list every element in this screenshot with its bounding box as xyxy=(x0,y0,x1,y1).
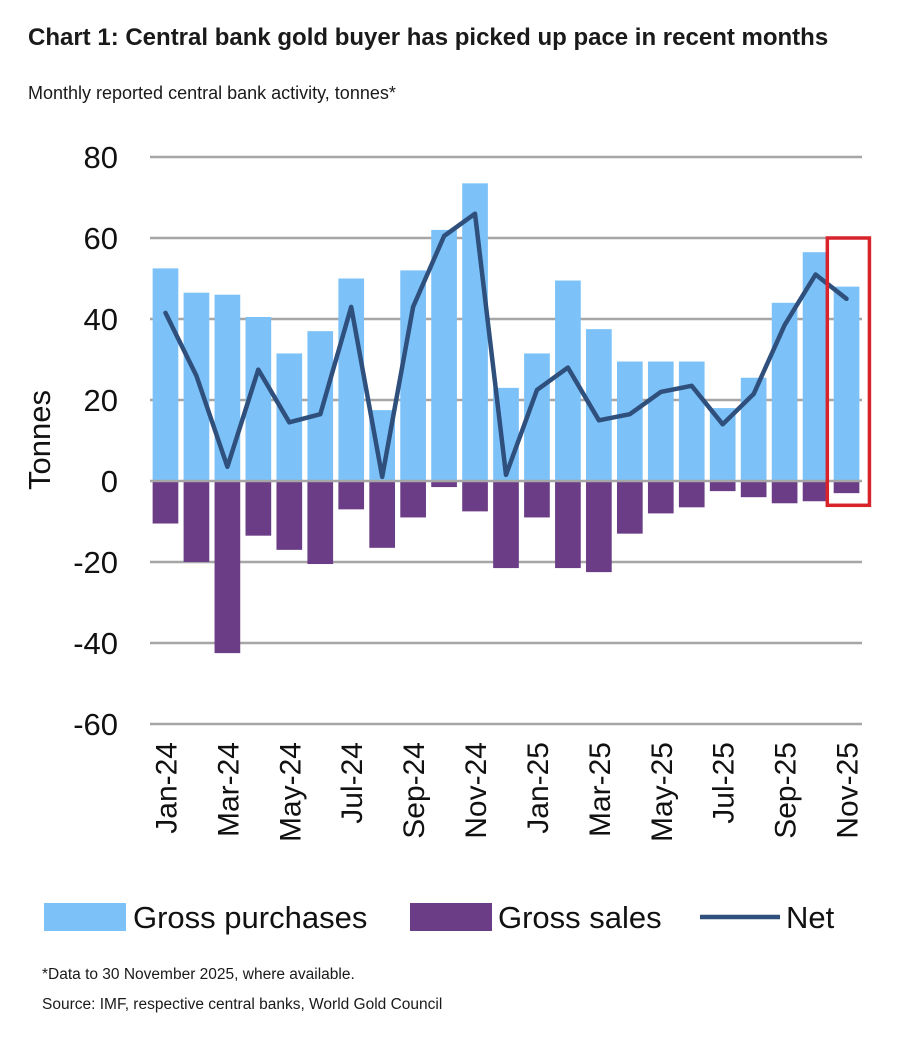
sales-bar xyxy=(214,481,241,654)
purchase-bar xyxy=(214,294,241,481)
purchase-bar xyxy=(152,268,179,481)
sales-bar xyxy=(245,481,272,536)
y-axis-ticks: 80 60 40 20 0 -20 -40 -60 xyxy=(73,140,118,742)
y-tick-label: 60 xyxy=(84,221,118,256)
sales-bar xyxy=(338,481,365,510)
sales-bar xyxy=(431,481,457,488)
legend-label-purchases: Gross purchases xyxy=(133,900,367,935)
x-tick-label: Nov-24 xyxy=(460,742,493,839)
y-axis-label: Tonnes xyxy=(22,390,57,490)
sales-bar xyxy=(524,481,550,518)
y-tick-label: -40 xyxy=(73,626,118,661)
sales-bar xyxy=(771,481,798,504)
purchase-bar xyxy=(276,353,303,481)
sales-bar xyxy=(555,481,581,569)
highlight-box xyxy=(825,236,872,508)
sales-bar xyxy=(369,481,396,548)
legend-swatch-sales xyxy=(410,903,492,931)
x-tick-label: May-25 xyxy=(646,742,679,842)
x-tick-label: Sep-24 xyxy=(398,742,431,839)
bars xyxy=(152,183,860,654)
x-tick-label: Mar-25 xyxy=(584,742,617,837)
purchase-bar xyxy=(183,292,210,481)
source-note: Source: IMF, respective central banks, W… xyxy=(42,996,443,1013)
sales-bar xyxy=(183,481,210,562)
sales-bar xyxy=(493,481,519,569)
highlight-rect xyxy=(825,236,872,508)
footnote: *Data to 30 November 2025, where availab… xyxy=(42,966,355,983)
purchase-bar xyxy=(616,361,643,481)
legend: Gross purchases Gross sales Net xyxy=(44,900,835,935)
legend-swatch-purchases xyxy=(44,903,126,931)
x-tick-label: Jan-25 xyxy=(522,742,555,834)
y-tick-label: 40 xyxy=(84,302,118,337)
x-tick-label: Mar-24 xyxy=(212,742,245,837)
purchase-bar xyxy=(771,302,798,481)
x-tick-label: Jul-24 xyxy=(336,742,369,824)
sales-bar xyxy=(586,481,612,573)
y-tick-label: -60 xyxy=(73,707,118,742)
sales-bar xyxy=(802,481,829,502)
y-tick-label: -20 xyxy=(73,545,118,580)
sales-bar xyxy=(152,481,179,524)
legend-label-net: Net xyxy=(786,900,835,935)
purchase-bar xyxy=(833,286,860,481)
sales-bar xyxy=(709,481,736,492)
chart-subtitle: Monthly reported central bank activity, … xyxy=(28,83,396,103)
sales-bar xyxy=(616,481,643,534)
net-line xyxy=(163,211,849,480)
y-tick-label: 0 xyxy=(101,464,118,499)
purchase-bar xyxy=(647,361,674,481)
x-tick-label: Sep-25 xyxy=(770,742,803,839)
sales-bar xyxy=(833,481,860,494)
y-tick-label: 20 xyxy=(84,383,118,418)
sales-bar xyxy=(740,481,767,498)
y-axis-title: Tonnes xyxy=(22,390,57,490)
sales-bar xyxy=(307,481,334,565)
sales-bar xyxy=(276,481,303,550)
x-tick-label: Jan-24 xyxy=(150,742,183,834)
purchase-bar xyxy=(678,361,705,481)
y-tick-label: 80 xyxy=(84,140,118,175)
x-tick-label: Jul-25 xyxy=(708,742,741,824)
sales-bar xyxy=(678,481,705,508)
legend-label-sales: Gross sales xyxy=(498,900,662,935)
purchase-bar xyxy=(431,229,457,481)
sales-bar xyxy=(647,481,674,514)
purchase-bar xyxy=(709,408,736,481)
purchase-bar xyxy=(307,331,334,481)
x-tick-label: May-24 xyxy=(274,742,307,842)
sales-bar xyxy=(462,481,488,512)
x-axis-ticks: Jan-24 Mar-24 May-24 Jul-24 Sep-24 Nov-24 Jan-… xyxy=(150,742,864,842)
x-tick-label: Nov-25 xyxy=(832,742,865,839)
sales-bar xyxy=(400,481,426,518)
chart-title: Chart 1: Central bank gold buyer has pic… xyxy=(28,24,829,51)
net-series-line xyxy=(163,211,849,480)
